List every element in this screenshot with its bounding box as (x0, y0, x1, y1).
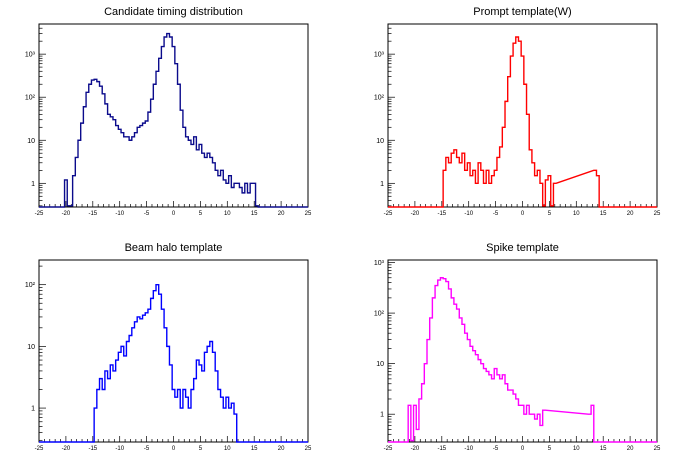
x-tick-label: 10 (224, 446, 231, 452)
x-tick-label: 25 (305, 446, 312, 452)
x-tick-label: -5 (144, 446, 150, 452)
y-tick-label: 10 (376, 138, 384, 145)
x-tick-label: 5 (548, 211, 552, 217)
y-tick-label: 10² (374, 311, 385, 318)
y-tick-label: 10 (376, 361, 384, 368)
x-tick-label: 10 (573, 446, 580, 452)
plot-frame (38, 259, 309, 443)
plot-frame (387, 23, 658, 208)
y-tick-label: 1 (31, 406, 35, 413)
y-tick-label: 10² (25, 282, 36, 289)
panel-4: Spike template -25 -20 -15 -10 -5 0 5 10 15 20 25 1 1… (374, 242, 661, 452)
x-tick-label: 5 (199, 446, 203, 452)
x-tick-label: 20 (627, 446, 634, 452)
x-tick-label: -10 (464, 446, 473, 452)
x-tick-label: -10 (115, 211, 124, 217)
x-tick-label: 15 (600, 446, 607, 452)
y-tick-label: 10³ (374, 260, 385, 267)
x-tick-label: -25 (384, 211, 393, 217)
panel-2: Prompt template(W) -25 -20 -15 -10 -5 0 5 10 15 20… (374, 6, 661, 217)
plot-frame (38, 23, 309, 208)
y-tick-label: 1 (31, 181, 35, 188)
x-tick-label: 15 (251, 446, 258, 452)
x-tick-label: -5 (493, 211, 499, 217)
x-tick-label: 15 (600, 211, 607, 217)
y-tick-label: 10³ (374, 52, 385, 59)
y-tick-label: 1 (380, 412, 384, 419)
x-tick-label: 10 (573, 211, 580, 217)
y-tick-label: 10³ (25, 52, 36, 59)
x-tick-label: 0 (521, 211, 525, 217)
x-tick-label: 0 (172, 446, 176, 452)
chart-title: Beam halo template (125, 242, 223, 254)
chart-title: Spike template (486, 242, 559, 254)
y-tick-label: 1 (380, 181, 384, 188)
x-tick-label: 5 (548, 446, 552, 452)
x-tick-label: 25 (654, 446, 661, 452)
x-tick-label: 15 (251, 211, 258, 217)
chart-title: Candidate timing distribution (104, 6, 243, 18)
x-tick-label: 20 (627, 211, 634, 217)
x-tick-label: 5 (199, 211, 203, 217)
x-tick-label: -25 (384, 446, 393, 452)
panel-3: Beam halo template -25 -20 -15 -10 -5 0 5 10 15 20… (25, 242, 312, 452)
x-tick-label: -15 (88, 446, 97, 452)
x-tick-label: -15 (437, 446, 446, 452)
x-tick-label: -10 (464, 211, 473, 217)
series-line-1 (388, 277, 657, 443)
plot-frame (387, 259, 658, 443)
x-tick-label: 25 (305, 211, 312, 217)
x-tick-label: -20 (62, 211, 71, 217)
x-tick-label: 0 (521, 446, 525, 452)
y-tick-label: 10 (27, 138, 35, 145)
x-tick-label: -5 (493, 446, 499, 452)
x-tick-label: -25 (35, 211, 44, 217)
panel-1: Candidate timing distribution -25 -20 -15 -1… (25, 6, 312, 217)
x-tick-label: 20 (278, 446, 285, 452)
x-tick-label: 10 (224, 211, 231, 217)
x-tick-label: 25 (654, 211, 661, 217)
y-tick-label: 10 (27, 344, 35, 351)
x-tick-label: -15 (437, 211, 446, 217)
x-tick-label: 0 (172, 211, 176, 217)
series-line-1 (388, 36, 657, 208)
series-line-1 (39, 283, 308, 443)
x-tick-label: -5 (144, 211, 150, 217)
x-tick-label: -15 (88, 211, 97, 217)
y-tick-label: 10² (374, 95, 385, 102)
x-tick-label: -20 (411, 446, 420, 452)
x-tick-label: -20 (62, 446, 71, 452)
x-tick-label: 20 (278, 211, 285, 217)
x-tick-label: -10 (115, 446, 124, 452)
x-tick-label: -20 (411, 211, 420, 217)
chart-title: Prompt template(W) (473, 6, 571, 18)
series-line-1 (39, 32, 308, 208)
x-tick-label: -25 (35, 446, 44, 452)
y-tick-label: 10² (25, 95, 36, 102)
